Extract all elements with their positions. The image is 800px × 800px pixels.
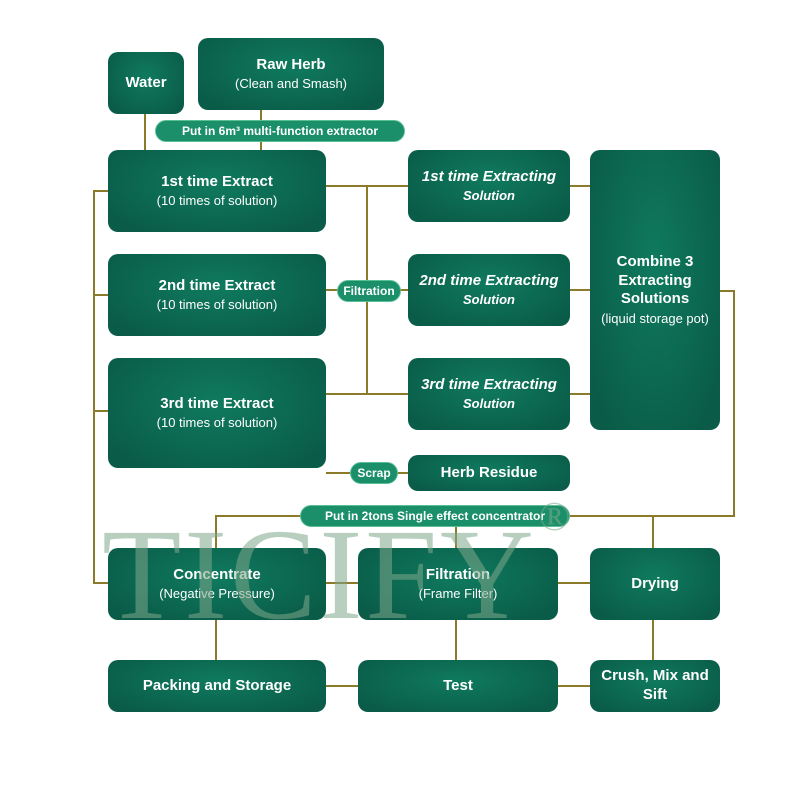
node-concentrate: Concentrate(Negative Pressure) bbox=[108, 548, 326, 620]
node-subtitle: Solution bbox=[463, 396, 515, 412]
node-title: 3rd time Extracting bbox=[421, 376, 557, 395]
connector bbox=[720, 290, 735, 292]
connector bbox=[93, 410, 108, 412]
node-water: Water bbox=[108, 52, 184, 114]
connector bbox=[93, 294, 108, 296]
connector bbox=[326, 582, 358, 584]
node-subtitle: (Frame Filter) bbox=[419, 586, 498, 602]
connector bbox=[144, 114, 146, 150]
node-title: Drying bbox=[631, 575, 679, 594]
node-raw-herb: Raw Herb(Clean and Smash) bbox=[198, 38, 384, 110]
connector bbox=[733, 290, 735, 515]
connector bbox=[652, 515, 654, 548]
node-sol-3: 3rd time ExtractingSolution bbox=[408, 358, 570, 430]
node-test: Test bbox=[358, 660, 558, 712]
node-drying: Drying bbox=[590, 548, 720, 620]
node-extract-3: 3rd time Extract(10 times of solution) bbox=[108, 358, 326, 468]
node-title: Test bbox=[443, 677, 473, 696]
node-filtration2: Filtration(Frame Filter) bbox=[358, 548, 558, 620]
pill-extractor: Put in 6m³ multi-function extractor bbox=[155, 120, 405, 142]
connector bbox=[570, 393, 590, 395]
node-residue: Herb Residue bbox=[408, 455, 570, 491]
node-subtitle: (liquid storage pot) bbox=[601, 311, 709, 327]
node-crush: Crush, Mix and Sift bbox=[590, 660, 720, 712]
pill-filtration: Filtration bbox=[337, 280, 401, 302]
node-title: 2nd time Extracting bbox=[419, 272, 558, 291]
process-flowchart: Water Raw Herb(Clean and Smash) 1st time E… bbox=[0, 0, 800, 800]
pill-scrap: Scrap bbox=[350, 462, 398, 484]
node-title: Filtration bbox=[426, 566, 490, 585]
node-subtitle: (10 times of solution) bbox=[157, 415, 278, 431]
node-subtitle: (10 times of solution) bbox=[157, 193, 278, 209]
node-title: Herb Residue bbox=[441, 464, 538, 483]
node-sol-1: 1st time ExtractingSolution bbox=[408, 150, 570, 222]
connector bbox=[93, 582, 108, 584]
connector bbox=[215, 515, 217, 548]
connector bbox=[93, 190, 95, 584]
node-combine: Combine 3 Extracting Solutions (liquid st… bbox=[590, 150, 720, 430]
node-title: 1st time Extracting bbox=[422, 168, 556, 187]
node-subtitle: (10 times of solution) bbox=[157, 297, 278, 313]
node-title: 1st time Extract bbox=[161, 173, 273, 192]
node-title: Raw Herb bbox=[256, 56, 325, 75]
connector bbox=[558, 685, 590, 687]
connector bbox=[570, 185, 590, 187]
pill-concentrator: Put in 2tons Single effect concentrator bbox=[300, 505, 570, 527]
node-title: Water bbox=[125, 74, 166, 93]
node-subtitle: Solution bbox=[463, 292, 515, 308]
connector bbox=[215, 620, 217, 660]
node-extract-1: 1st time Extract(10 times of solution) bbox=[108, 150, 326, 232]
connector bbox=[652, 620, 654, 660]
node-sol-2: 2nd time ExtractingSolution bbox=[408, 254, 570, 326]
node-packing: Packing and Storage bbox=[108, 660, 326, 712]
connector bbox=[558, 582, 590, 584]
node-title: 2nd time Extract bbox=[159, 277, 276, 296]
connector bbox=[570, 289, 590, 291]
node-title: Packing and Storage bbox=[143, 677, 291, 696]
node-subtitle: (Negative Pressure) bbox=[159, 586, 275, 602]
connector bbox=[455, 620, 457, 660]
node-subtitle: (Clean and Smash) bbox=[235, 76, 347, 92]
node-title: Crush, Mix and Sift bbox=[598, 667, 712, 705]
connector bbox=[93, 190, 108, 192]
node-title: Concentrate bbox=[173, 566, 261, 585]
connector bbox=[326, 685, 358, 687]
node-extract-2: 2nd time Extract(10 times of solution) bbox=[108, 254, 326, 336]
node-title: Combine 3 Extracting Solutions bbox=[598, 253, 712, 309]
node-subtitle: Solution bbox=[463, 188, 515, 204]
node-title: 3rd time Extract bbox=[160, 395, 273, 414]
